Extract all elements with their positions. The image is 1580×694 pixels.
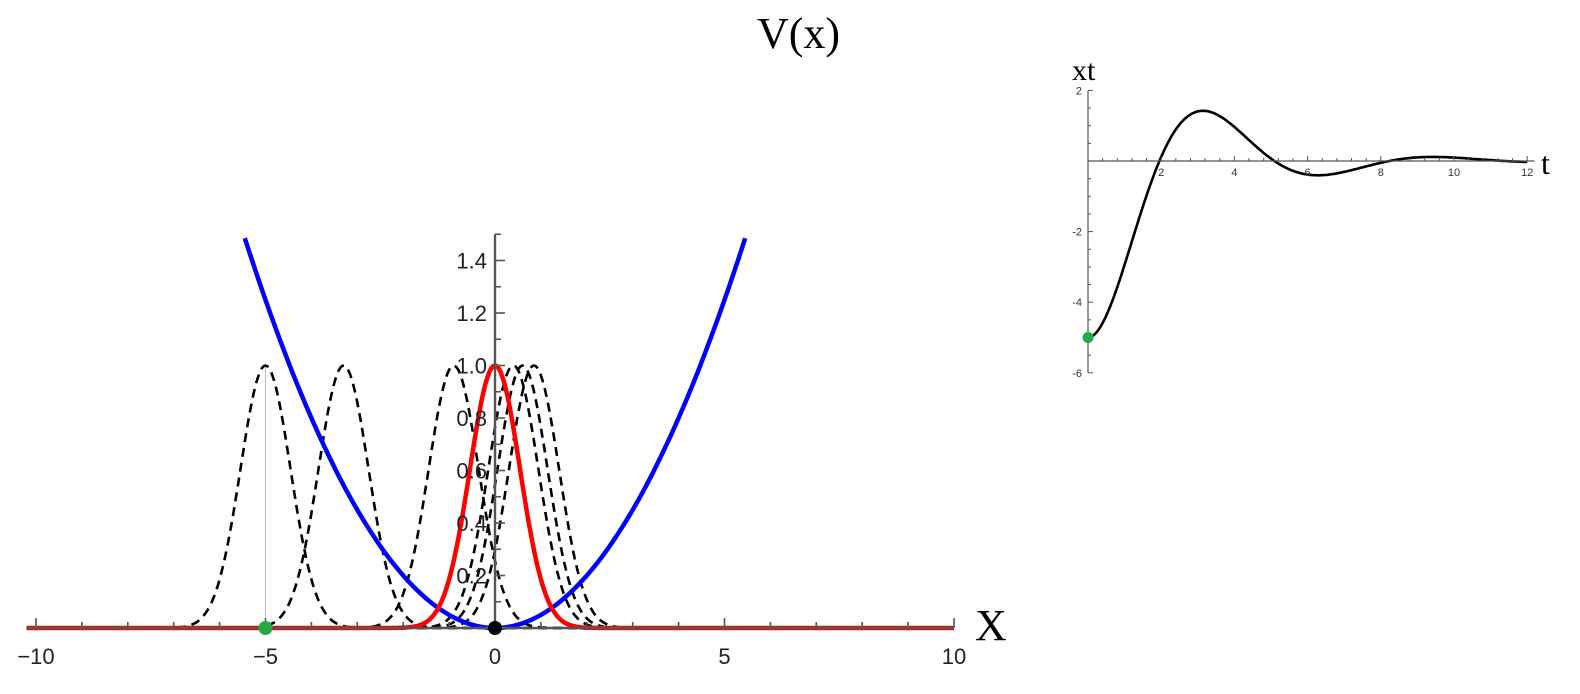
- inset-x-tick-label: 12: [1521, 167, 1533, 179]
- trajectory-plot: 2 4 6 8 10 12 2 -2 -4 -6 t xt: [1072, 54, 1550, 380]
- x-tick-label: −5: [253, 644, 278, 669]
- inset-start-marker: [1082, 332, 1094, 343]
- start-position-marker: [258, 621, 273, 635]
- inset-x-tick-label: 10: [1448, 167, 1460, 179]
- trajectory-curve: [1087, 109, 1528, 339]
- inset-x-axis-title: t: [1541, 145, 1550, 181]
- x-tick-label: 10: [942, 644, 966, 669]
- inset-axes-group: 2 4 6 8 10 12 2 -2 -4 -6: [1072, 85, 1535, 380]
- y-tick-label: 0.8: [456, 406, 487, 431]
- wavepacket-snapshot-curve: [26, 364, 954, 630]
- potential-plot: −10 −5 0 5 10 0.2 0.4 0.6 0.8 1.0 1.2 1.4 X V(x): [17, 9, 1006, 669]
- inset-x-tick-label: 8: [1378, 167, 1384, 179]
- wavepacket-snapshot-curve: [26, 364, 954, 630]
- y-tick-label: 0.6: [456, 459, 487, 484]
- inset-markers-group: [1082, 332, 1094, 343]
- inset-y-tick-label: -6: [1072, 368, 1082, 380]
- x-tick-label: 5: [718, 644, 730, 669]
- y-tick-label: 1.4: [456, 249, 487, 274]
- inset-y-axis-title: xt: [1072, 54, 1096, 87]
- wavepacket-snapshot-curve: [26, 364, 954, 630]
- y-tick-label: 0.2: [456, 564, 487, 589]
- inset-y-tick-label: -4: [1072, 297, 1082, 309]
- initial-wavepacket-curve: [26, 363, 954, 631]
- inset-y-tick-label: 2: [1076, 85, 1082, 97]
- main-series-group: [26, 237, 954, 631]
- main-y-axis-title: V(x): [757, 9, 840, 58]
- wavepacket-snapshot-curve: [26, 364, 954, 630]
- origin-marker: [488, 621, 502, 635]
- inset-x-tick-label: 6: [1305, 167, 1311, 179]
- inset-series-group: [1087, 109, 1528, 339]
- inset-x-tick-label: 4: [1231, 167, 1237, 179]
- y-tick-label: 1.2: [456, 301, 487, 326]
- main-x-axis-title: X: [975, 601, 1007, 650]
- wavepacket-snapshot-curve: [26, 364, 954, 630]
- x-tick-label: 0: [489, 644, 501, 669]
- inset-y-tick-label: -2: [1072, 227, 1082, 239]
- y-tick-label: 0.4: [456, 511, 487, 536]
- main-markers-group: [258, 621, 502, 635]
- inset-x-tick-label: 2: [1158, 167, 1164, 179]
- y-tick-label: 1.0: [456, 354, 487, 379]
- main-axes-group: −10 −5 0 5 10 0.2 0.4 0.6 0.8 1.0 1.2 1.4: [17, 233, 966, 669]
- x-tick-label: −10: [17, 644, 54, 669]
- wavepacket-snapshot-curve: [26, 364, 954, 630]
